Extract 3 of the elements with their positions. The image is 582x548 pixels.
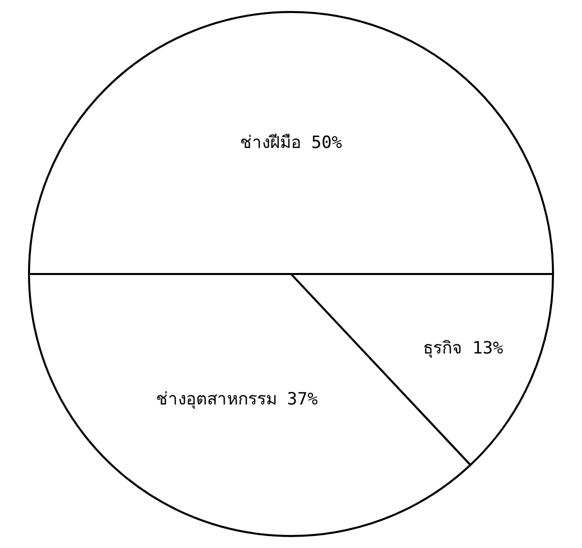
slice-label: ธุรกิจ 13% [423, 338, 504, 358]
slice-label: ช่างอุตสาหกรรม 37% [156, 389, 318, 410]
slice-label: ช่างฝีมือ 50% [240, 133, 342, 153]
